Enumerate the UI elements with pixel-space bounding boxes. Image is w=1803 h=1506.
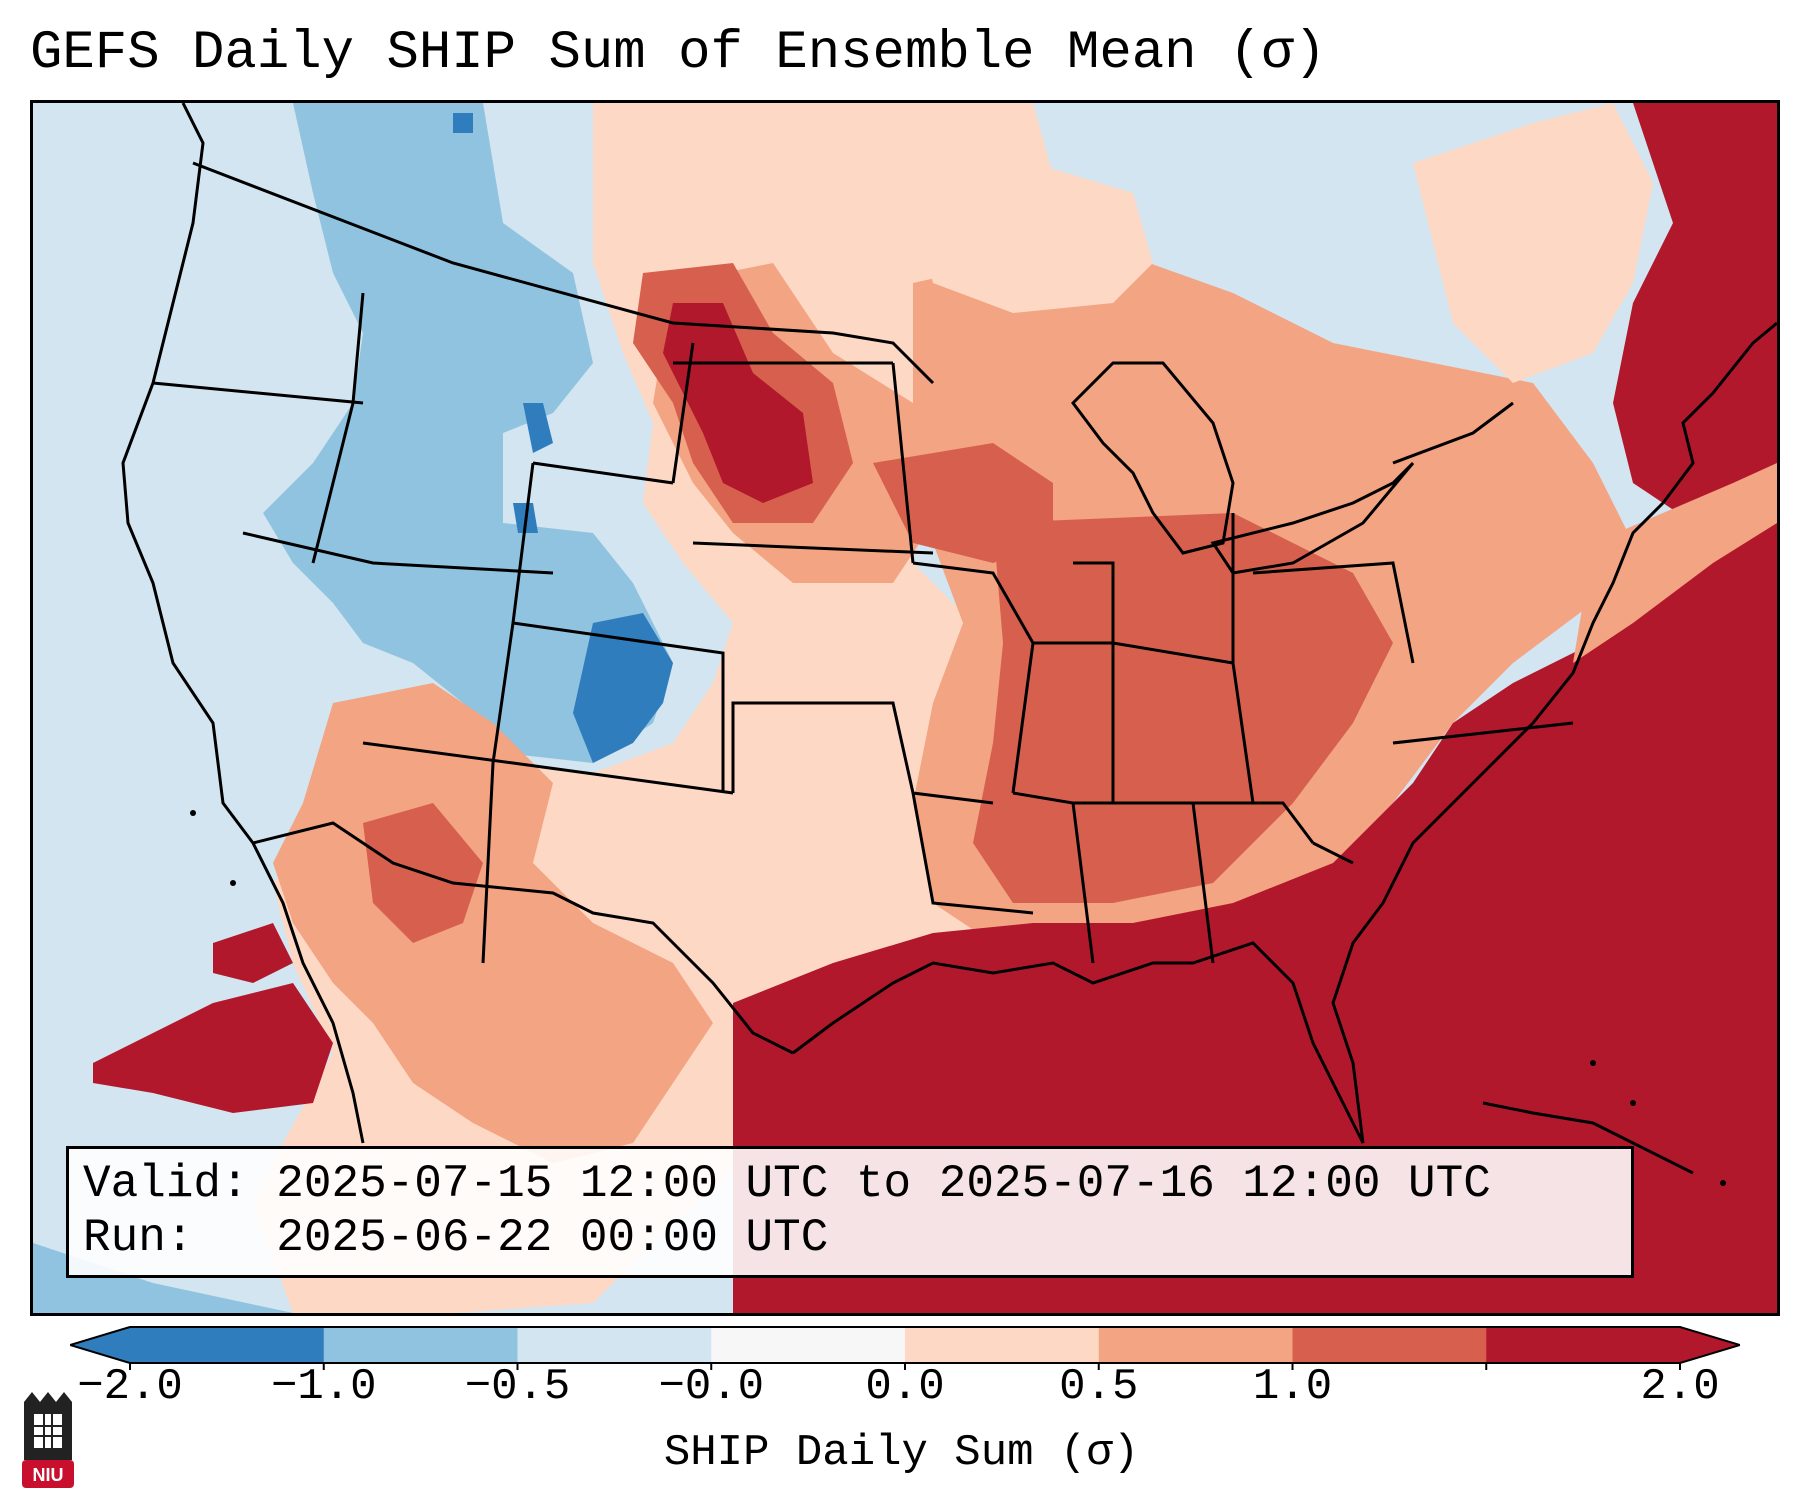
valid-value: 2025-07-15 12:00 UTC to 2025-07-16 12:00… [276, 1158, 1491, 1210]
colorbar-tick-label: 1.0 [1252, 1362, 1333, 1412]
run-row: Run: 2025-06-22 00:00 UTC [83, 1211, 1617, 1265]
colorbar-bin [711, 1327, 906, 1363]
anomaly-region-sw-warm [273, 683, 713, 1163]
colorbar-tick-label: −0.0 [658, 1362, 765, 1412]
island-dot [1630, 1100, 1636, 1106]
colorbar-tick-label: 0.0 [865, 1362, 945, 1412]
island-dot [230, 880, 236, 886]
us-canada-border [192, 161, 935, 385]
colorbar-bin [517, 1327, 712, 1363]
cuba-outline [1482, 1101, 1694, 1175]
colorbar-tick-label: −0.5 [464, 1362, 571, 1412]
anomaly-region-pacific-hot [93, 983, 333, 1113]
boundaries [121, 103, 1777, 1175]
niu-logo-window-grid [34, 1414, 62, 1448]
run-value: 2025-06-22 00:00 UTC [276, 1212, 829, 1264]
colorbar-tick-label: 0.5 [1059, 1362, 1139, 1412]
state-lines [152, 292, 1574, 964]
anomaly-region-co-blue [573, 613, 673, 763]
colorbar-bin [1292, 1327, 1487, 1363]
colorbar-bin [1098, 1327, 1293, 1363]
anomaly-region-northeast-hot [1613, 103, 1777, 523]
anomaly-region-pacific-hot-2 [213, 923, 293, 983]
anomaly-region-wi-hot [873, 443, 1053, 563]
colorbar-bin [1486, 1327, 1681, 1363]
niu-logo-badge [22, 1460, 74, 1488]
anomaly-region-ontario-warm [913, 163, 1153, 313]
colorbar-label: SHIP Daily Sum (σ) [663, 1428, 1140, 1478]
colorbar-extend-low [70, 1327, 130, 1363]
island-dot [1590, 1060, 1596, 1066]
east-coast-north [1661, 321, 1777, 504]
colorbar-tick-label: 2.0 [1640, 1362, 1720, 1412]
colorbar-tick-label: −1.0 [270, 1362, 377, 1412]
gulf-coast [792, 501, 1665, 1144]
valid-run-info-box: Valid: 2025-07-15 12:00 UTC to 2025-07-1… [66, 1146, 1634, 1278]
us-mexico-border [252, 821, 794, 1055]
colorbar [70, 1326, 1740, 1370]
map-panel [30, 100, 1780, 1316]
niu-logo: NIU [22, 1392, 74, 1488]
anomaly-region-sw-pacific-cool [33, 1243, 293, 1313]
anomaly-region-gulf-core [733, 483, 1777, 1313]
anomaly-region-id-blue [453, 113, 553, 533]
great-lakes [1071, 361, 1514, 575]
island-dot [1720, 1180, 1726, 1186]
valid-label: Valid: [83, 1158, 249, 1210]
colorbar-extend-high [1680, 1327, 1740, 1363]
islands [190, 810, 1726, 1186]
anomaly-region-quebec-warm [1413, 103, 1653, 383]
anomaly-region-atlantic-ring [1573, 463, 1777, 663]
anomaly-region-ohio-hot [973, 513, 1393, 903]
colorbar-bin [905, 1327, 1100, 1363]
chart-title: GEFS Daily SHIP Sum of Ensemble Mean (σ) [30, 23, 1327, 84]
anomaly-region-nw-blue [263, 103, 673, 763]
niu-logo-window [34, 1414, 62, 1448]
niu-logo-text: NIU [33, 1465, 64, 1485]
colorbar-bin [130, 1327, 325, 1363]
map-svg [33, 103, 1777, 1313]
valid-row: Valid: 2025-07-15 12:00 UTC to 2025-07-1… [83, 1157, 1617, 1211]
run-label: Run: [83, 1212, 194, 1264]
anomaly-region-sd-core [663, 303, 813, 503]
coastline-west [121, 103, 365, 1144]
island-dot [190, 810, 196, 816]
colorbar-tick-label: −2.0 [77, 1362, 183, 1412]
colorbar-bin [323, 1327, 518, 1363]
niu-logo-spires [24, 1392, 72, 1402]
